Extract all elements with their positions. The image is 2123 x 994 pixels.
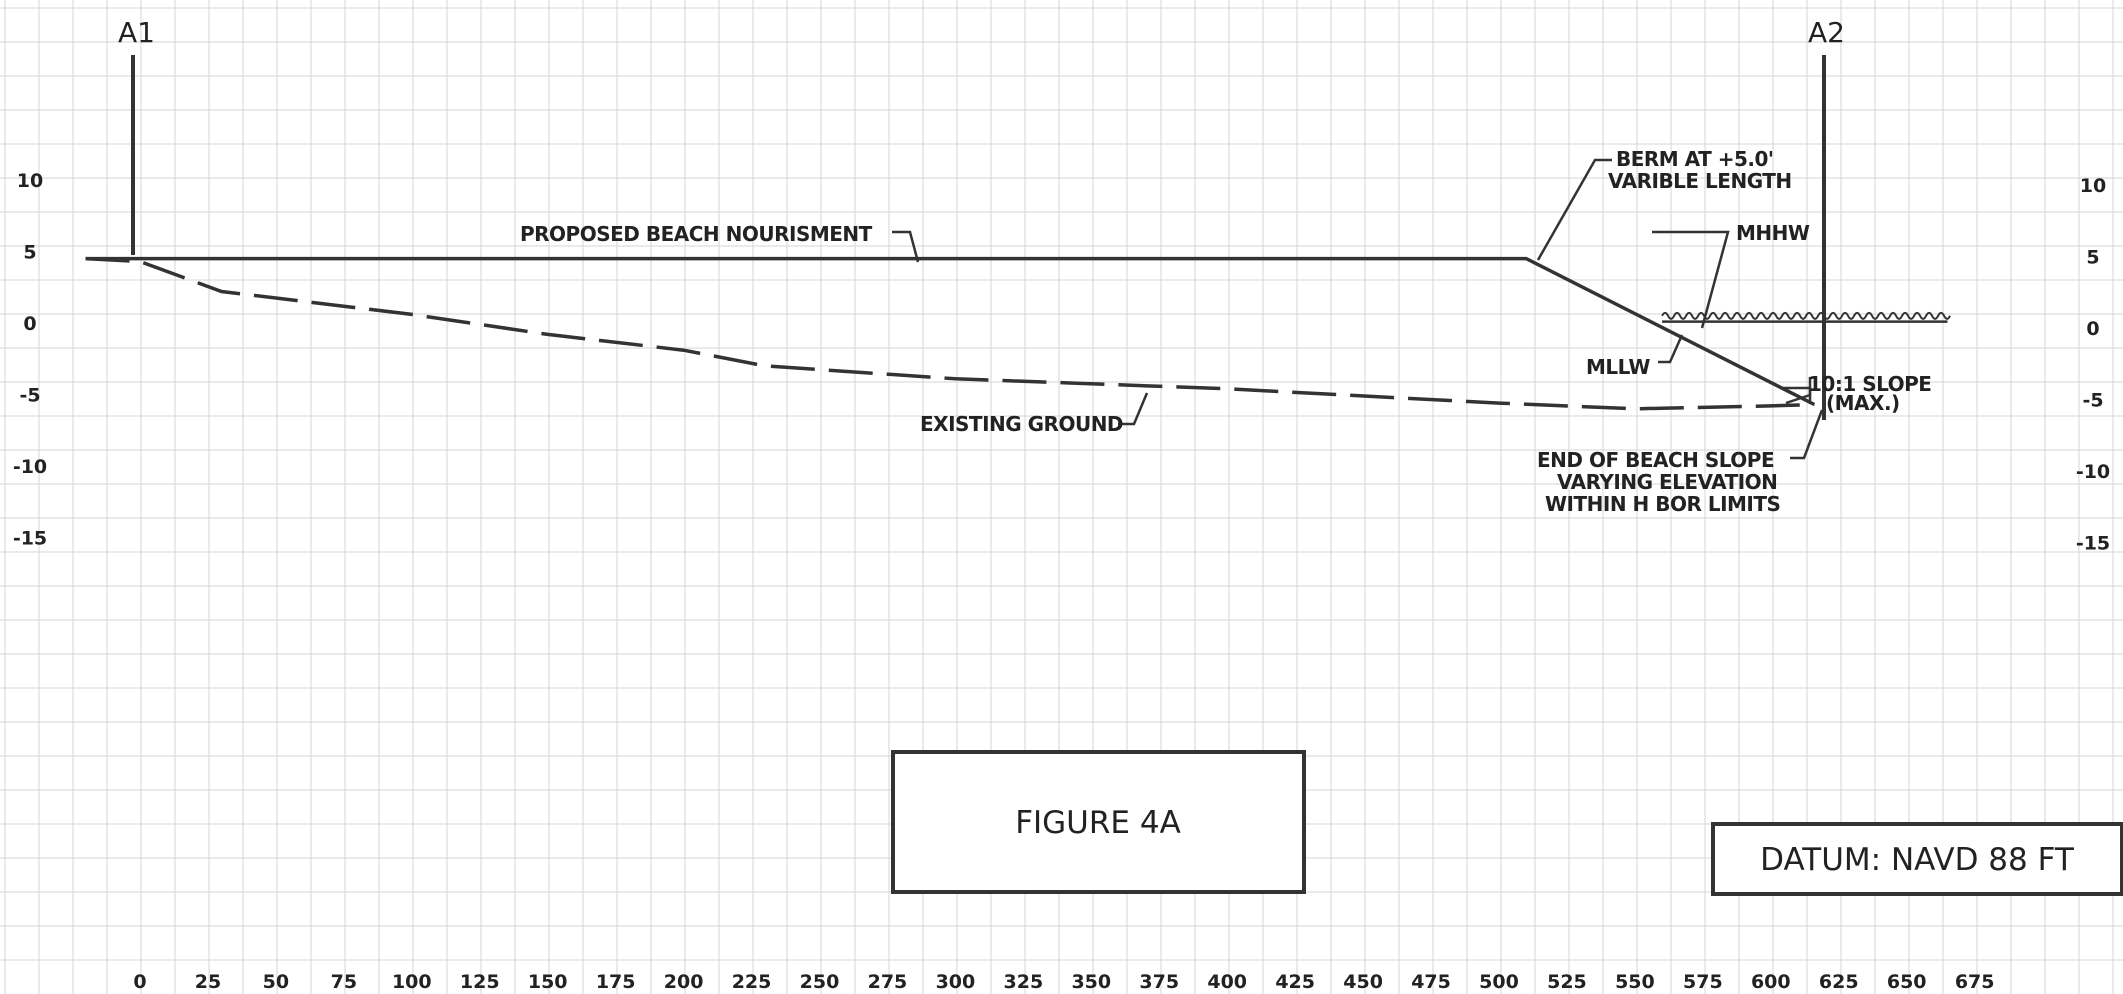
x-tick-label: 150	[528, 971, 568, 993]
x-tick-label: 625	[1819, 971, 1859, 993]
label-existing-ground: EXISTING GROUND	[920, 412, 1123, 436]
profile-lines	[85, 256, 1816, 411]
x-tick-label: 575	[1683, 971, 1723, 993]
mhhw-wave-line	[1661, 311, 1951, 320]
y-tick-label-right: -5	[2082, 390, 2103, 412]
y-axis-ticks-right: 10 5 0 -5 -10 -15	[2076, 175, 2110, 555]
label-slope-line1: 10:1 SLOPE	[1808, 372, 1931, 396]
x-tick-label: 275	[868, 971, 908, 993]
y-tick-label-left: -10	[13, 456, 47, 478]
x-axis-ticks: 0 25 50 75 100 125 150 175 200 225 250 275 300 325 350…	[133, 971, 1994, 993]
x-tick-label: 100	[392, 971, 432, 993]
y-tick-label-right: 0	[2086, 318, 2099, 340]
y-axis-ticks-left: 10 5 0 -5 -10 -15	[13, 170, 47, 550]
x-tick-label: 25	[195, 971, 221, 993]
y-tick-label-left: 10	[17, 170, 43, 192]
x-tick-label: 675	[1955, 971, 1995, 993]
datum-box	[1711, 822, 2123, 896]
x-tick-label: 550	[1615, 971, 1655, 993]
x-tick-label: 75	[331, 971, 357, 993]
x-tick-label: 225	[732, 971, 772, 993]
label-end-of-slope-line1: END OF BEACH SLOPE	[1537, 448, 1774, 472]
x-tick-label: 375	[1139, 971, 1179, 993]
label-end-of-slope-line2: VARYING ELEVATION	[1557, 470, 1777, 494]
x-tick-label: 325	[1004, 971, 1044, 993]
x-tick-label: 250	[800, 971, 840, 993]
figure-title-box	[891, 750, 1306, 894]
label-berm-line1: BERM AT +5.0'	[1616, 147, 1774, 171]
x-tick-label: 50	[263, 971, 289, 993]
existing-ground-line	[85, 256, 1815, 411]
x-tick-label: 650	[1887, 971, 1927, 993]
x-tick-label: 0	[133, 971, 146, 993]
label-proposed-beach-nourishment: PROPOSED BEACH NOURISMENT	[520, 222, 873, 246]
label-mllw: MLLW	[1586, 355, 1650, 379]
label-berm-line2: VARIBLE LENGTH	[1608, 169, 1792, 193]
x-tick-label: 500	[1479, 971, 1519, 993]
x-tick-label: 350	[1071, 971, 1111, 993]
label-end-of-slope-line3: WITHIN H BOR LIMITS	[1545, 492, 1780, 516]
x-tick-label: 200	[664, 971, 704, 993]
x-tick-label: 425	[1275, 971, 1315, 993]
x-tick-label: 450	[1343, 971, 1383, 993]
figure-title: FIGURE 4A	[1015, 805, 1181, 841]
leader-lines	[892, 158, 1824, 460]
x-tick-label: 175	[596, 971, 636, 993]
x-tick-label: 525	[1547, 971, 1587, 993]
y-tick-label-right: -10	[2076, 461, 2110, 483]
x-tick-label: 475	[1411, 971, 1451, 993]
section-marker-a2: A2	[1808, 16, 1845, 49]
x-tick-label: 400	[1207, 971, 1247, 993]
y-tick-label-right: 10	[2080, 175, 2106, 197]
x-tick-label: 300	[936, 971, 976, 993]
datum-label: DATUM: NAVD 88 FT	[1760, 842, 2075, 878]
y-tick-label-left: 5	[23, 242, 36, 264]
y-tick-label-right: 5	[2086, 247, 2099, 269]
label-mhhw: MHHW	[1736, 221, 1810, 245]
x-tick-label: 125	[460, 971, 500, 993]
label-slope-line2: (MAX.)	[1826, 391, 1900, 415]
section-marker-a1: A1	[118, 16, 155, 49]
x-tick-label: 600	[1751, 971, 1791, 993]
y-tick-label-left: -5	[19, 385, 40, 407]
y-tick-label-left: -15	[13, 528, 47, 550]
y-tick-label-right: -15	[2076, 533, 2110, 555]
y-tick-label-left: 0	[23, 313, 36, 335]
